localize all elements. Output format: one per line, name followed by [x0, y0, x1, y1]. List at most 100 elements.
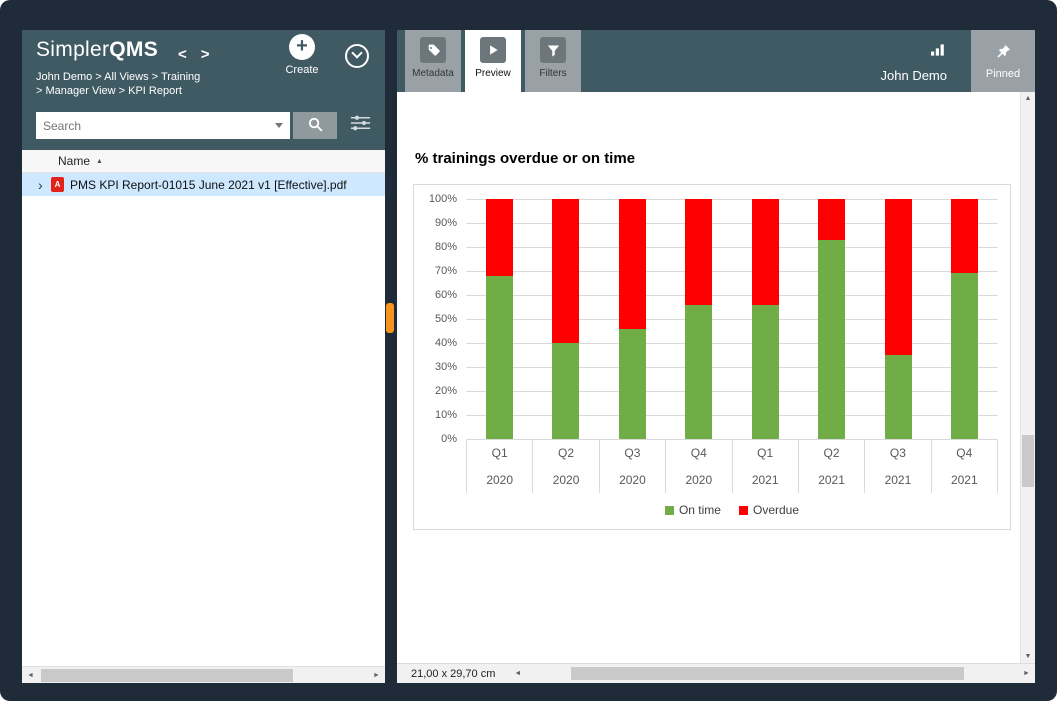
preview-play-icon: [480, 37, 506, 63]
expander-icon[interactable]: ›: [38, 176, 43, 193]
search-dropdown-icon[interactable]: [275, 123, 283, 128]
plot-area: [466, 199, 998, 440]
bar-segment-overdue: [552, 199, 580, 343]
tab-filters[interactable]: Filters: [525, 30, 581, 92]
scroll-left-icon[interactable]: ◄: [514, 670, 522, 677]
plus-icon: +: [289, 34, 315, 60]
right-header: Metadata Preview Filters John Demo: [397, 30, 1035, 92]
x-axis-label: Q1: [466, 440, 534, 466]
bar-slot: [865, 199, 932, 439]
bars: [466, 199, 998, 439]
gridline: [466, 415, 998, 416]
x-axis-label: Q1: [733, 440, 799, 466]
bar-segment-overdue: [485, 199, 513, 276]
gridline: [466, 367, 998, 368]
user-name[interactable]: John Demo: [880, 68, 947, 83]
bar-segment-on-time: [685, 304, 713, 439]
forward-icon[interactable]: >: [200, 46, 210, 63]
x-axis-years: 2020 2020 2020 2020 2021 2021 2021 2021: [466, 466, 998, 493]
breadcrumb-line-2: > Manager View > KPI Report: [36, 85, 182, 97]
scroll-left-icon[interactable]: ◄: [27, 671, 34, 679]
breadcrumb-line-1: John Demo > All Views > Training: [36, 71, 201, 83]
gridline: [466, 439, 998, 440]
bar-segment-overdue: [618, 199, 646, 329]
name-column-header[interactable]: Name ▲: [22, 150, 385, 173]
x-axis-quarters: Q1 Q2 Q3 Q4 Q1 Q2 Q3 Q4: [466, 439, 998, 466]
y-axis-label: 50%: [434, 313, 457, 325]
pdf-page: % trainings overdue or on time 100% 90% 80…: [397, 92, 1020, 663]
gridline: [466, 391, 998, 392]
name-header-label: Name: [58, 154, 91, 168]
list-empty-area: [22, 196, 385, 666]
left-horizontal-scrollbar[interactable]: ◄ ►: [22, 666, 385, 683]
y-axis-label: 60%: [434, 289, 457, 301]
filters-funnel-icon: [540, 37, 566, 63]
back-icon[interactable]: <: [178, 46, 187, 63]
bar-slot: [666, 199, 733, 439]
scrollbar-thumb[interactable]: [41, 668, 293, 682]
x-axis-year-label: 2021: [733, 466, 799, 493]
tab-pinned[interactable]: Pinned: [971, 30, 1035, 92]
bar-slot: [599, 199, 666, 439]
tab-preview[interactable]: Preview: [465, 30, 521, 92]
gridline: [466, 271, 998, 272]
horizontal-scrollbar-thumb[interactable]: [570, 667, 964, 680]
bar-segment-overdue: [818, 199, 846, 240]
y-axis-label: 80%: [434, 241, 457, 253]
list-item[interactable]: › A PMS KPI Report-01015 June 2021 v1 [E…: [22, 173, 385, 196]
y-axis-label: 40%: [434, 337, 457, 349]
chart-title: % trainings overdue or on time: [415, 150, 636, 167]
y-axis-label: 100%: [428, 193, 457, 205]
gridline: [466, 343, 998, 344]
create-button[interactable]: + Create: [270, 34, 334, 76]
gridline: [466, 223, 998, 224]
bar-slot: [799, 199, 866, 439]
document-list: Name ▲ › A PMS KPI Report-01015 June 202…: [22, 150, 385, 683]
search-input[interactable]: [43, 118, 271, 133]
y-axis-label: 70%: [434, 265, 457, 277]
x-axis-year-label: 2020: [533, 466, 600, 493]
breadcrumb[interactable]: John Demo > All Views > Training > Manag…: [36, 70, 200, 98]
bar-segment-overdue: [951, 199, 979, 274]
pdf-file-icon: A: [51, 177, 64, 192]
legend-label: On time: [678, 503, 721, 517]
scroll-down-icon[interactable]: ▼: [1024, 653, 1032, 660]
vertical-scrollbar[interactable]: ▲ ▼: [1020, 92, 1035, 663]
legend-swatch: [664, 505, 674, 515]
search-row: [22, 108, 385, 150]
x-axis-label: Q3: [600, 440, 667, 466]
bar-segment-on-time: [818, 239, 846, 439]
chart-body: 100% 90% 80% 70% 60% 50% 40% 30% 20% 10% 0% Q1 Q2 Q3…: [422, 193, 998, 493]
gridline: [466, 199, 998, 200]
signal-bars-icon: [931, 43, 947, 61]
bar-segment-on-time: [552, 343, 580, 439]
tab-preview-label: Preview: [475, 68, 511, 79]
bar-slot: [466, 199, 533, 439]
x-axis-year-label: 2021: [932, 466, 998, 493]
tab-filters-label: Filters: [539, 68, 567, 79]
search-filters-button[interactable]: [350, 114, 371, 137]
collapse-menu-button[interactable]: [345, 44, 369, 68]
stacked-bar: [884, 199, 912, 439]
y-axis-label: 0%: [441, 433, 457, 445]
splitter-handle[interactable]: [386, 303, 394, 333]
y-axis-label: 30%: [434, 361, 457, 373]
legend-item: Overdue: [738, 503, 799, 517]
search-button[interactable]: [293, 112, 337, 139]
x-axis-year-label: 2021: [799, 466, 866, 493]
y-axis-label: 10%: [434, 409, 457, 421]
scroll-right-icon[interactable]: ►: [1023, 670, 1030, 677]
vertical-scrollbar-thumb[interactable]: [1022, 434, 1034, 487]
stacked-bar: [685, 199, 713, 439]
stacked-bar: [951, 199, 979, 439]
horizontal-scrollbar[interactable]: [526, 664, 1018, 683]
scroll-up-icon[interactable]: ▲: [1024, 95, 1032, 102]
user-block: John Demo: [881, 30, 971, 92]
scroll-right-icon[interactable]: ►: [373, 671, 380, 679]
legend-item: On time: [664, 503, 721, 517]
tab-metadata[interactable]: Metadata: [405, 30, 461, 92]
logo-light: Simpler: [36, 38, 110, 61]
metadata-tag-icon: [420, 37, 446, 63]
pinned-label: Pinned: [985, 67, 1021, 80]
